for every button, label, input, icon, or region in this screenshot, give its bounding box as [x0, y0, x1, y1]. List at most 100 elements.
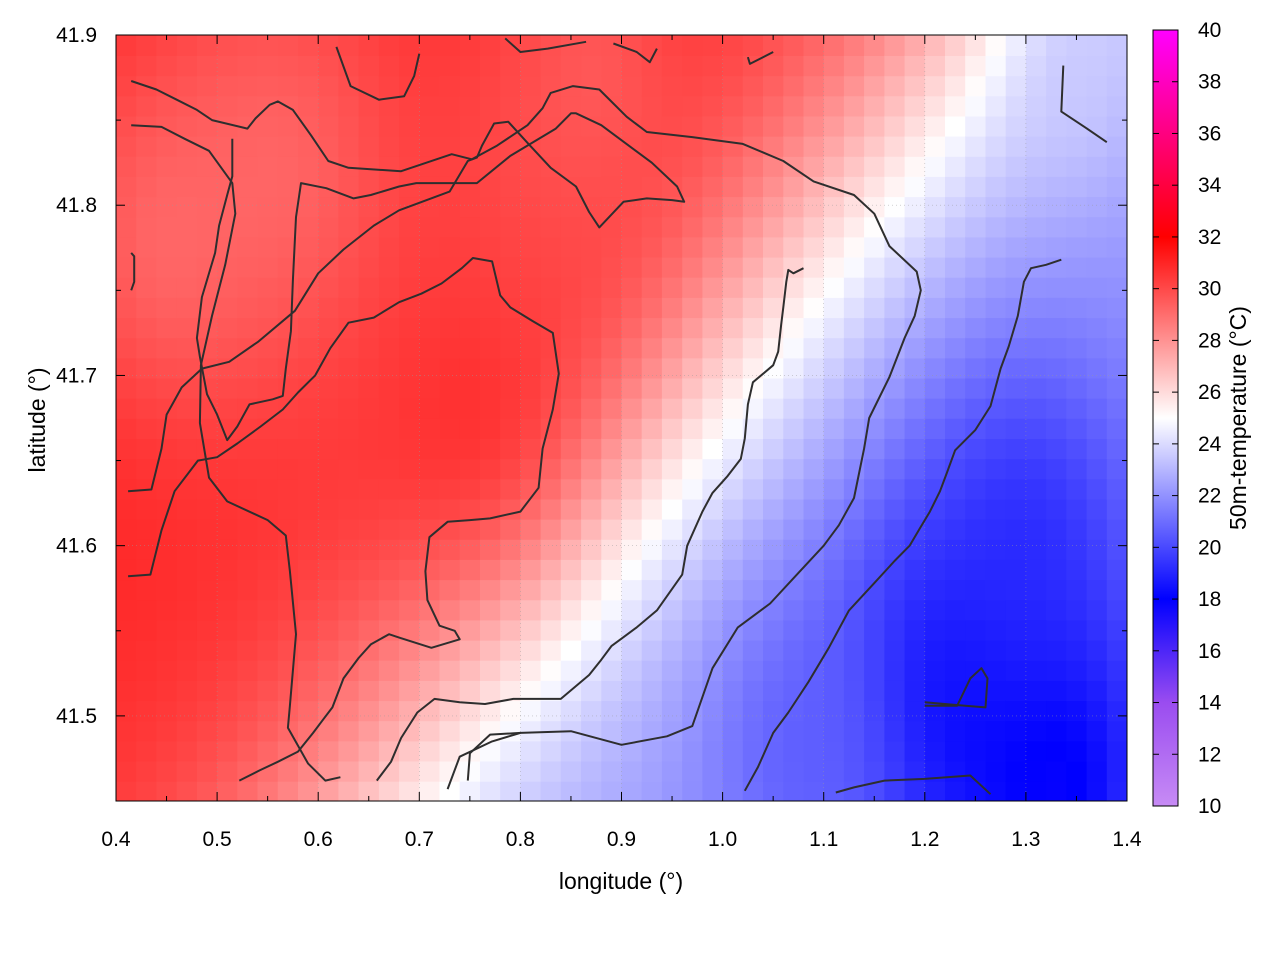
heatmap-cell — [560, 599, 582, 621]
heatmap-cell — [318, 458, 340, 480]
heatmap-cell — [257, 377, 279, 399]
heatmap-cell — [399, 115, 421, 137]
heatmap-cell — [702, 216, 724, 238]
heatmap-cell — [581, 559, 603, 581]
heatmap-cell — [601, 95, 623, 117]
heatmap-cell — [257, 720, 279, 742]
heatmap-cell — [358, 720, 380, 742]
heatmap-cell — [1005, 176, 1027, 198]
heatmap-cell — [480, 35, 501, 56]
heatmap-cell — [601, 518, 623, 540]
heatmap-cell — [945, 599, 966, 621]
heatmap-cell — [378, 559, 400, 581]
heatmap-cell — [1086, 418, 1108, 439]
heatmap-cell — [1086, 216, 1108, 238]
heatmap-cell — [439, 680, 461, 702]
heatmap-cell — [560, 135, 582, 157]
heatmap-cell — [1066, 438, 1088, 460]
heatmap-cell — [1066, 458, 1088, 480]
heatmap-cell — [702, 337, 724, 359]
heatmap-cell — [581, 418, 603, 439]
heatmap-cell — [136, 579, 158, 601]
heatmap-cell — [601, 135, 623, 157]
heatmap-cell — [985, 780, 1007, 801]
heatmap-cell — [156, 418, 178, 439]
heatmap-cell — [419, 297, 441, 319]
contour-line — [1060, 65, 1108, 144]
heatmap-cell — [904, 458, 926, 480]
heatmap-cell — [601, 317, 623, 339]
heatmap-cell — [904, 135, 926, 157]
heatmap-cell — [358, 135, 380, 157]
heatmap-cell — [965, 478, 987, 500]
heatmap-cell — [985, 498, 1007, 520]
heatmap-cell — [116, 619, 137, 641]
heatmap-cell — [257, 75, 279, 97]
heatmap-cell — [702, 35, 724, 56]
heatmap-cell — [237, 659, 259, 681]
heatmap-cell — [196, 599, 218, 621]
heatmap-cell — [965, 680, 987, 702]
heatmap-cell — [1046, 155, 1068, 177]
heatmap-cell — [864, 377, 886, 399]
heatmap-cell — [904, 317, 926, 339]
contour-line — [128, 112, 686, 493]
heatmap-cell — [1025, 115, 1047, 137]
heatmap-cell — [520, 216, 542, 238]
heatmap-cell — [1066, 357, 1088, 379]
heatmap-cell — [196, 579, 218, 601]
heatmap-cell — [722, 115, 744, 137]
heatmap-cell — [884, 317, 906, 339]
heatmap-cell — [1106, 458, 1127, 480]
heatmap-cell — [621, 780, 643, 801]
heatmap-cell — [682, 256, 704, 278]
heatmap-cell — [823, 700, 845, 722]
heatmap-cell — [520, 599, 542, 621]
heatmap-cell — [459, 95, 481, 117]
heatmap-cell — [1066, 256, 1088, 278]
heatmap-cell — [1005, 115, 1027, 137]
heatmap-cell — [945, 176, 966, 198]
heatmap-cell — [217, 115, 239, 137]
heatmap-cell — [641, 75, 663, 97]
heatmap-cell — [399, 740, 421, 762]
heatmap-cell — [641, 639, 663, 661]
heatmap-cell — [176, 518, 198, 540]
heatmap-cell — [560, 35, 582, 56]
heatmap-cell — [338, 438, 360, 460]
heatmap-cell — [742, 95, 764, 117]
heatmap-cell — [803, 297, 825, 319]
heatmap-cell — [277, 135, 299, 157]
heatmap-cell — [742, 216, 764, 238]
heatmap-cell — [358, 35, 380, 56]
heatmap-cell — [1005, 599, 1027, 621]
heatmap-cell — [1066, 418, 1088, 439]
heatmap-cell — [378, 639, 400, 661]
heatmap-cell — [439, 659, 461, 681]
heatmap-cell — [823, 438, 845, 460]
heatmap-cell — [439, 377, 461, 399]
heatmap-cell — [1005, 418, 1027, 439]
heatmap-cell — [500, 700, 522, 722]
heatmap-cell — [702, 740, 724, 762]
heatmap-cell — [621, 680, 643, 702]
heatmap-cell — [399, 236, 421, 258]
heatmap-cell — [641, 418, 663, 439]
heatmap-cell — [763, 256, 784, 278]
heatmap-cell — [560, 256, 582, 278]
heatmap-cell — [298, 538, 319, 560]
heatmap-cell — [237, 559, 259, 581]
heatmap-cell — [1005, 538, 1027, 560]
contour-line — [130, 252, 136, 291]
heatmap-cell — [1086, 639, 1108, 661]
heatmap-cell — [742, 680, 764, 702]
heatmap-cell — [480, 216, 501, 238]
heatmap-cell — [298, 418, 319, 439]
heatmap-cell — [945, 619, 966, 641]
heatmap-cell — [884, 115, 906, 137]
heatmap-cell — [378, 216, 400, 238]
heatmap-cell — [722, 337, 744, 359]
heatmap-cell — [257, 559, 279, 581]
heatmap-cell — [277, 619, 299, 641]
heatmap-cell — [318, 317, 340, 339]
